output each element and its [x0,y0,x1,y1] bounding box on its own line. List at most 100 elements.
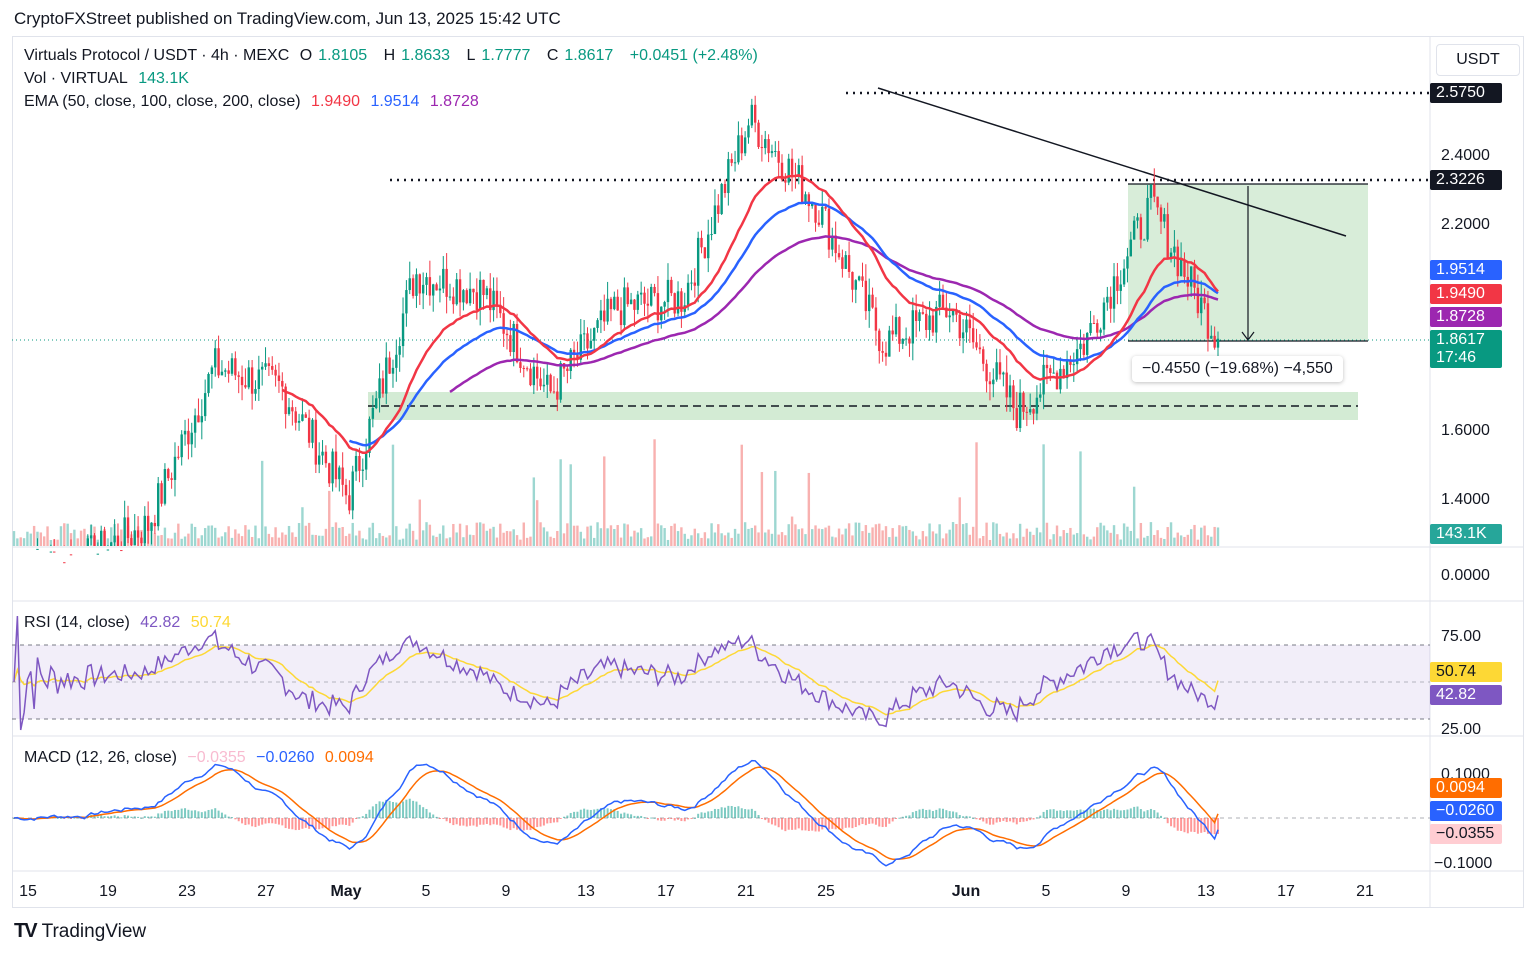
price-tag-macd-hist: −0.0355 [1430,824,1502,844]
candle-body [146,515,150,531]
volume-bar [546,531,549,546]
candle-body [110,542,113,546]
macd-hist-bar [1200,818,1203,833]
macd-hist-bar [274,818,277,824]
currency-unit-button[interactable]: USDT [1436,44,1520,76]
volume-bar [978,538,982,546]
candle-body [740,135,743,154]
volume-bar [254,525,257,546]
volume-bar [938,524,941,546]
legend-ohlc: Virtuals Protocol / USDT · 4h · MEXC O 1.… [24,47,758,64]
candle-body [948,315,951,318]
candle-body [1183,259,1186,277]
candle-body [663,302,666,307]
candle-body [713,205,717,235]
candle-body [465,290,468,304]
volume-bar [395,526,398,546]
volume-bar [579,531,582,546]
macd-hist-bar [1039,815,1042,818]
volume-axis-zero: 0.0000 [1441,567,1490,584]
candle-body [639,292,643,295]
candle-body [1213,335,1216,348]
time-tick: 9 [502,883,511,900]
volume-bar [680,527,683,546]
candle-body [281,380,284,387]
macd-hist-bar [485,818,488,824]
candle-body [834,235,837,254]
candle-body [237,375,240,377]
volume-bar [586,526,589,546]
volume-bar [1102,525,1106,546]
candle-body [1129,239,1133,257]
macd-hist-bar [630,814,633,818]
macd-hist-bar [703,812,706,818]
macd-hist-bar [542,818,545,826]
candle-body [827,208,831,250]
candle-body [344,484,348,496]
candle-body [1173,246,1176,253]
volume-bar [499,523,502,546]
macd-hist-bar [871,818,874,824]
macd-hist-bar [1163,817,1166,819]
volume-bar [1069,527,1072,546]
candle-body [180,434,183,458]
candle-body [338,467,341,480]
time-tick: 21 [1356,883,1374,900]
candle-body [730,159,733,163]
macd-hist-bar [770,818,773,825]
macd-hist-bar [264,818,267,824]
volume-bar [904,525,908,546]
volume-bar [495,537,499,546]
volume-bar [63,523,66,546]
volume-bar [646,537,650,546]
candle-body [998,362,1002,375]
volume-bar [371,522,375,546]
volume-bar [931,531,935,546]
volume-bar [405,528,408,546]
candle-body [1028,409,1032,413]
volume-bar [502,532,505,546]
ema50-line [281,173,1219,455]
candle-body [1099,329,1102,333]
macd-hist-bar [972,817,975,819]
volume-bar [385,537,388,546]
legend-rsi: RSI (14, close) 42.82 50.74 [24,614,231,631]
volume-bar [120,529,123,546]
candle-body [710,234,713,236]
candle-body [760,146,764,149]
symbol-label: Virtuals Protocol / USDT · 4h · MEXC [24,47,290,64]
volume-bar [334,522,338,546]
macd-hist-bar [204,811,207,818]
candle-body [143,515,146,544]
volume-bar [1153,534,1156,546]
macd-hist-bar [130,816,133,818]
volume-bar [338,527,341,546]
volume-bar [562,533,566,546]
volume-bar [975,442,978,546]
volume-bar [1099,522,1102,546]
volume-bar [328,490,331,546]
macd-hist-bar [113,815,116,818]
macd-hist-bar [334,818,337,827]
volume-bar [1116,534,1119,546]
candle-body [807,194,811,207]
macd-hist-bar [787,818,790,830]
macd-hist-bar [190,810,193,818]
macd-hist-bar [589,809,592,818]
macd-hist-bar [371,806,374,818]
candle-body [864,280,868,312]
macd-hist-bar [620,813,623,818]
volume-bar [1119,539,1122,546]
low-value: 1.7777 [481,47,531,64]
candle-body [609,298,613,310]
volume-bar [753,525,757,546]
candle-body [904,338,908,340]
tradingview-logo-icon: TV [14,920,38,942]
volume-bar [1052,534,1055,546]
volume-bar [1032,534,1035,546]
volume-bar [914,535,918,546]
volume-bar [827,525,831,546]
tradingview-footer[interactable]: TV TradingView [14,920,146,943]
volume-bar [874,524,878,546]
